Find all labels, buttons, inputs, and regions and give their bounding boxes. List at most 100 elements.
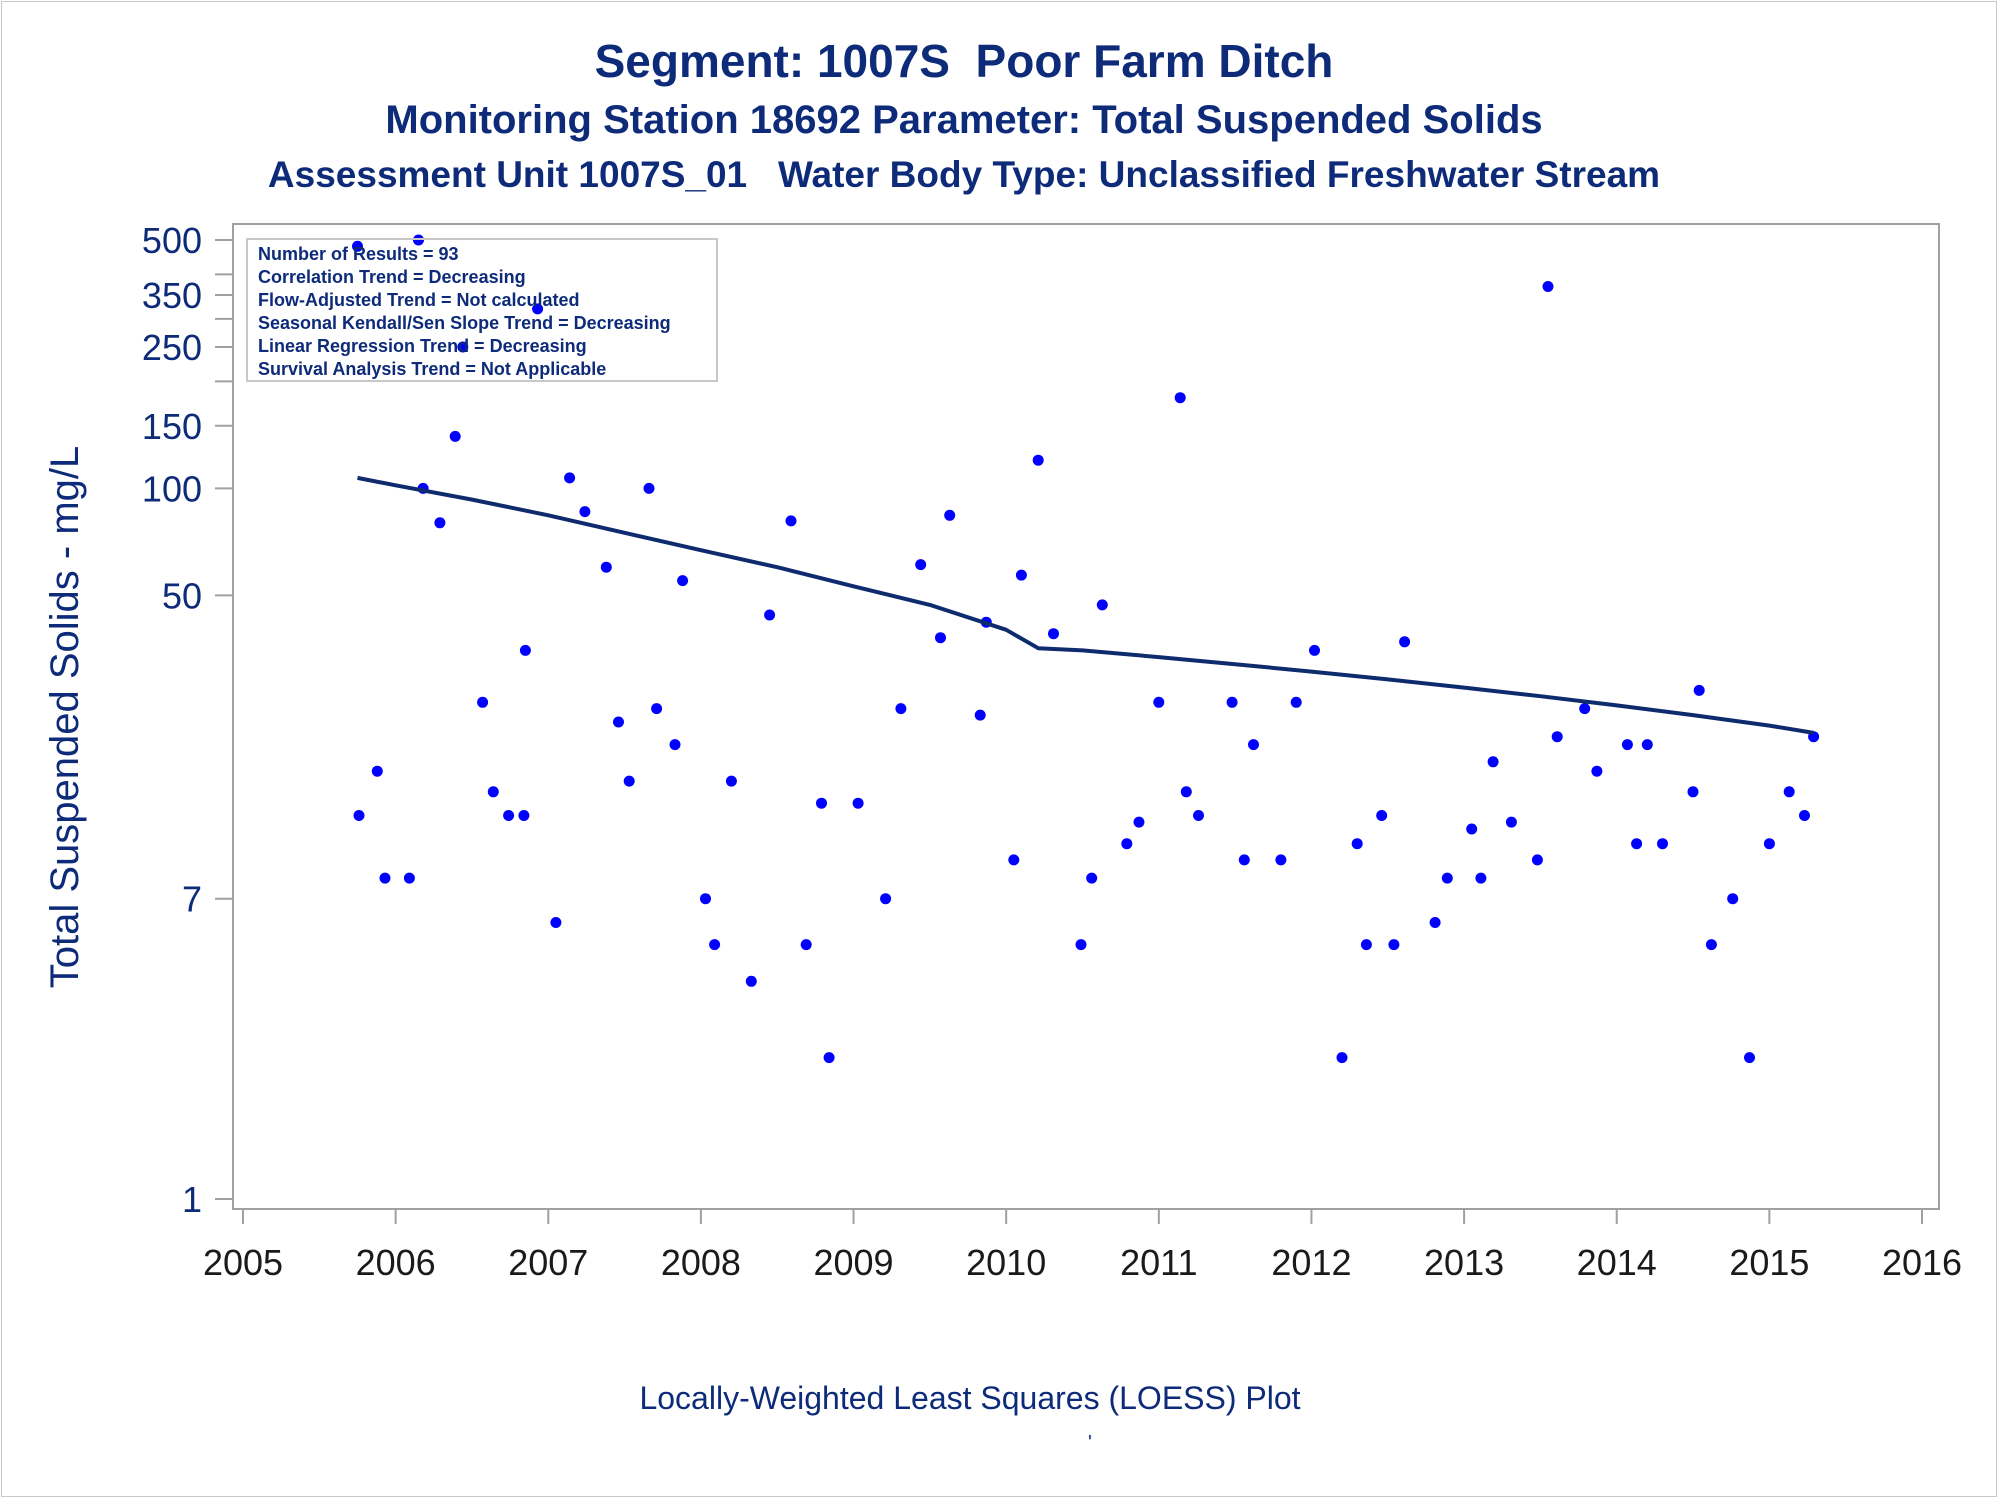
data-point [579,506,591,518]
data-point [550,917,562,928]
data-point [895,703,907,715]
data-point [1466,823,1478,835]
legend-entry: Seasonal Kendall/Sen Slope Trend = Decre… [258,313,671,333]
data-point [651,703,663,715]
y-tick-label: 100 [142,468,202,509]
data-point [852,797,864,809]
data-point [1309,644,1320,656]
data-point [725,775,737,787]
y-axis-label: Total Suspended Solids - mg/L [43,446,87,989]
data-point [1429,917,1441,928]
data-point [1531,854,1543,866]
data-point [353,810,365,821]
data-point [1727,893,1739,905]
y-tick-label: 250 [142,327,202,368]
data-point [935,632,946,644]
data-point [1086,872,1098,884]
y-tick-label: 150 [142,406,202,447]
chart-subtitle-2: Assessment Unit 1007S_01 Water Body Type… [267,154,1661,195]
x-tick-label: 2014 [1577,1242,1657,1283]
data-point [532,303,544,315]
data-point [1180,786,1192,798]
data-point [1551,731,1563,743]
data-point [1248,739,1259,751]
data-point [1763,838,1775,850]
data-point [1542,281,1554,292]
data-point [1687,786,1699,798]
data-point [457,341,469,353]
data-point [1075,939,1087,951]
data-point [1336,1052,1348,1064]
y-tick-label: 500 [142,220,202,261]
data-point [745,975,757,987]
data-point [1641,739,1653,751]
y-tick-label: 350 [142,275,202,316]
y-axis: 1 7 50 100 150 250 350 500 [142,220,233,1220]
x-axis: 2005 2006 2007 2008 2009 2010 2011 2012 2013 2014… [203,1209,1962,1283]
data-point [1591,765,1603,777]
data-point [1505,816,1517,828]
data-point [880,893,892,905]
data-point [1744,1052,1755,1064]
data-point [1008,854,1020,866]
data-point [564,472,576,484]
data-point [915,559,927,571]
data-point [1290,696,1302,708]
data-point [600,561,612,573]
data-point [1360,939,1372,951]
x-tick-label: 2009 [813,1242,893,1283]
x-tick-label: 2015 [1729,1242,1809,1283]
data-point [669,739,681,751]
legend-entry: Number of Results = 93 [258,244,459,264]
x-tick-label: 2012 [1271,1242,1351,1283]
legend-border [246,238,718,382]
data-point [487,786,499,798]
loess-trend [357,475,1814,735]
data-point [434,517,446,529]
legend-box: Number of Results = 93 Correlation Trend … [246,238,718,382]
footnote: Locally-Weighted Least Squares (LOESS) P… [639,1380,1301,1416]
data-point [449,430,461,442]
data-point [623,775,635,787]
legend-entry: Linear Regression Trend = Decreasing [258,336,587,356]
data-point [1153,696,1165,708]
x-tick-label: 2013 [1424,1242,1504,1283]
x-tick-label: 2010 [966,1242,1046,1283]
data-point [1388,939,1400,951]
data-point [1783,786,1795,798]
data-point [1351,838,1363,850]
data-point [1174,392,1186,404]
legend-entry: Survival Analysis Trend = Not Applicable [258,359,606,379]
data-point [1579,703,1591,715]
data-point [1441,872,1453,884]
data-point [1487,756,1499,768]
loess-line [357,475,1814,735]
data-point [974,709,986,721]
x-tick-label: 2005 [203,1242,283,1283]
data-point [518,810,530,821]
data-point [1015,569,1027,581]
x-tick-label: 2008 [661,1242,741,1283]
x-tick-label: 2007 [508,1242,588,1283]
data-point [1096,599,1108,611]
x-tick-label: 2006 [356,1242,436,1283]
data-point [1275,854,1287,866]
x-tick-label: 2016 [1882,1242,1962,1283]
data-point [403,872,415,884]
plot-area [232,223,1940,1210]
data-point [503,810,515,821]
data-point [613,716,624,728]
data-point [823,1052,835,1064]
x-tick-label: 2011 [1120,1242,1197,1283]
legend-entry: Correlation Trend = Decreasing [258,267,526,287]
data-point [800,939,812,951]
data-point [519,644,531,656]
footnote-mark: ' [1088,1432,1092,1454]
y-tick-label: 50 [162,575,202,616]
data-point [352,240,363,252]
data-point [1621,739,1633,751]
data-point [764,609,776,621]
data-point [1399,636,1411,648]
